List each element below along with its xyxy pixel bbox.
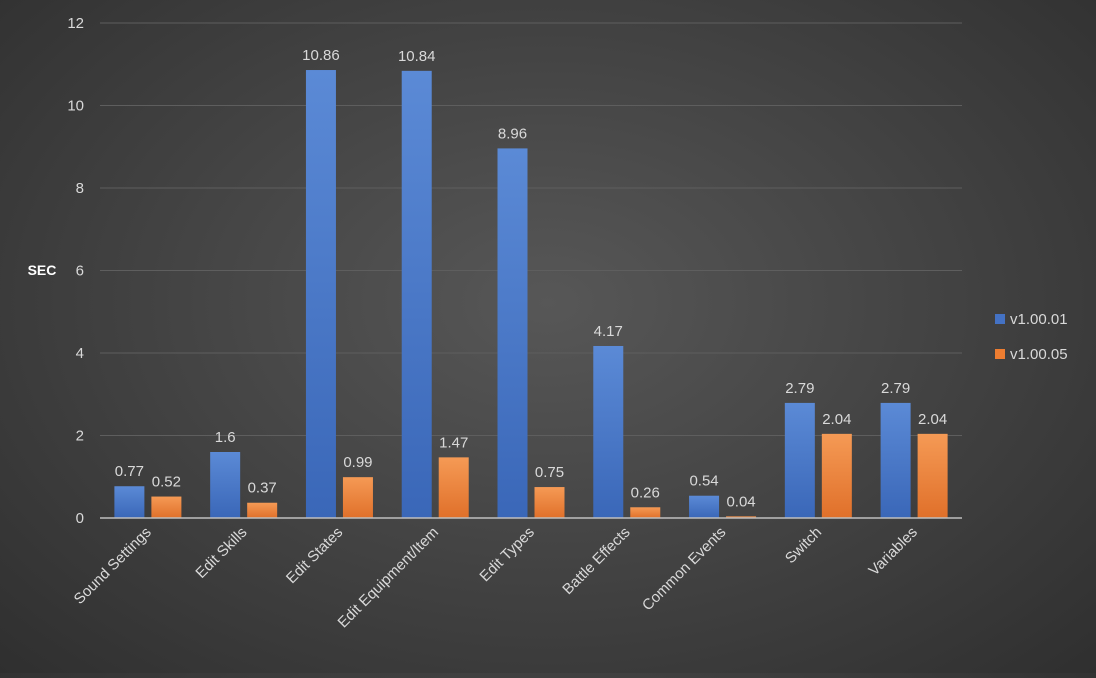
bar bbox=[247, 502, 278, 518]
data-label: 1.47 bbox=[439, 434, 468, 451]
data-label: 8.96 bbox=[498, 125, 527, 142]
y-tick-label: 12 bbox=[67, 15, 84, 32]
y-tick-label: 8 bbox=[76, 180, 84, 197]
x-tick-label: Edit Equipment/Item bbox=[335, 524, 443, 632]
bar bbox=[342, 477, 373, 518]
data-label: 0.26 bbox=[631, 484, 660, 501]
bar bbox=[401, 70, 432, 518]
gridlines bbox=[100, 22, 962, 436]
bar bbox=[305, 70, 336, 519]
y-tick-label: 2 bbox=[76, 428, 84, 445]
data-label: 0.54 bbox=[689, 473, 718, 490]
legend-swatch bbox=[995, 314, 1005, 324]
bar bbox=[784, 402, 815, 518]
bar bbox=[917, 433, 948, 518]
bar bbox=[534, 487, 565, 518]
data-label: 0.04 bbox=[726, 493, 755, 510]
x-tick-label: Edit States bbox=[283, 524, 346, 587]
bar bbox=[210, 452, 241, 518]
bar bbox=[689, 495, 720, 518]
y-tick-label: 0 bbox=[76, 510, 84, 527]
data-labels: 0.77 0.52 1.6 0.37 10.86 0.99 10.84 1.47 8.96 0.7… bbox=[115, 47, 947, 510]
x-tick-label: Battle Effects bbox=[559, 524, 633, 598]
y-tick-label: 4 bbox=[76, 345, 84, 362]
y-tick-label: 10 bbox=[67, 98, 84, 115]
data-label: 2.04 bbox=[822, 411, 851, 428]
bars bbox=[114, 70, 948, 519]
data-label: 0.99 bbox=[343, 454, 372, 471]
data-label: 10.86 bbox=[302, 47, 340, 64]
x-tick-label: Switch bbox=[782, 524, 825, 567]
legend: v1.00.01 v1.00.05 bbox=[995, 311, 1068, 363]
data-label: 0.52 bbox=[152, 474, 181, 491]
data-label: 0.77 bbox=[115, 463, 144, 480]
data-label: 0.75 bbox=[535, 464, 564, 481]
x-axis-ticks: Sound Settings Edit Skills Edit StatesEdit… bbox=[71, 524, 921, 632]
data-label: 0.37 bbox=[248, 480, 277, 497]
bar bbox=[726, 516, 757, 518]
bar bbox=[593, 345, 624, 518]
x-tick-label: Common Events bbox=[639, 524, 729, 614]
bar bbox=[880, 402, 911, 518]
bar bbox=[497, 148, 528, 518]
x-tick-label: Sound Settings bbox=[71, 524, 155, 608]
bar bbox=[630, 507, 661, 518]
legend-label: v1.00.05 bbox=[1010, 346, 1068, 363]
data-label: 2.04 bbox=[918, 411, 947, 428]
data-label: 2.79 bbox=[881, 380, 910, 397]
bar bbox=[821, 433, 852, 518]
data-label: 1.6 bbox=[215, 429, 236, 446]
data-label: 2.79 bbox=[785, 380, 814, 397]
legend-swatch bbox=[995, 349, 1005, 359]
x-tick-label: Edit Types bbox=[476, 524, 537, 585]
y-axis-label: SEC bbox=[28, 262, 57, 278]
bar bbox=[151, 496, 182, 518]
legend-label: v1.00.01 bbox=[1010, 311, 1068, 328]
x-tick-label: Edit Skills bbox=[192, 524, 250, 582]
bar bbox=[438, 457, 469, 518]
data-label: 4.17 bbox=[594, 323, 623, 340]
bar bbox=[114, 486, 145, 518]
y-axis-ticks: 0 2 4 6 8 10 12 bbox=[67, 15, 84, 527]
data-label: 10.84 bbox=[398, 48, 436, 65]
y-tick-label: 6 bbox=[76, 263, 84, 280]
x-tick-label: Variables bbox=[865, 524, 920, 579]
